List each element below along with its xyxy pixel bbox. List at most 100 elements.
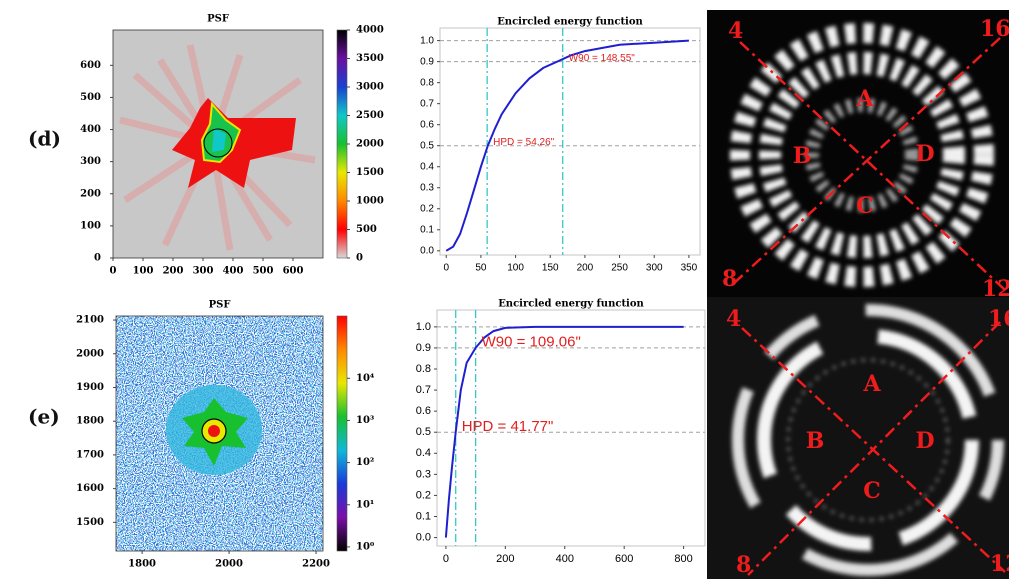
y-tick-label: 0.7 [420,98,434,109]
y-tick-label: 0.0 [416,531,431,543]
diagonal [731,37,1001,286]
x-tick-label: 800 [674,553,692,565]
ee-curve [445,39,689,252]
xray-image [707,10,1009,297]
ring [759,52,965,258]
region-label: B [806,428,825,454]
sector-lines [731,37,1006,576]
colorbar-tick-label: 10⁴ [356,373,375,384]
y-tick-label: 2000 [76,348,104,359]
x-tick-label: 500 [253,266,274,277]
region-label: C [863,478,881,504]
y-tick-label: 0.4 [416,447,431,459]
plot-background [439,27,701,256]
plot-frame [112,29,324,259]
region-label: B [793,143,812,169]
colorbar-tick-label: 3500 [356,53,384,64]
corner-label: 16 [980,16,1009,42]
annotation: HPD = 41.77" [462,418,554,435]
chart-title: Encircled energy function [497,17,643,28]
y-tick-label: 0 [94,253,101,264]
x-tick-label: 100 [507,263,524,274]
y-tick-label: 0.1 [416,510,431,522]
y-tick-label: 500 [80,92,101,103]
x-tick-label: 600 [615,553,633,565]
corner-label: 4 [726,306,741,332]
y-tick-label: 100 [80,220,101,231]
y-tick-label: 0.2 [416,489,431,501]
x-tick-label: 300 [646,263,663,274]
corner-label: 12 [982,276,1009,302]
plot-frame [115,315,324,552]
y-tick-label: 0.6 [416,405,431,417]
colorbar-tick-label: 1500 [356,167,384,178]
y-tick-label: 1600 [76,483,104,494]
hpd-circle [203,128,233,158]
y-tick-label: 0.6 [420,119,434,130]
x-tick-label: 100 [133,266,154,277]
y-tick-label: 0.1 [420,224,434,235]
panel-label: (e) [28,405,60,429]
ring-pattern [730,23,994,287]
corner-label: 8 [722,266,737,292]
chart-title: PSF [207,14,229,25]
x-tick-label: 0 [443,553,449,565]
y-tick-label: 0.3 [416,468,431,480]
colorbar-tick-label: 500 [356,224,377,235]
plot-background [436,309,706,547]
y-tick-label: 600 [80,60,101,71]
ring [805,98,919,212]
corner-label: 8 [736,552,751,578]
y-tick-label: 0.8 [420,77,434,88]
psf-peak [208,425,220,437]
y-tick-label: 2100 [76,315,104,326]
x-tick-label: 2200 [302,559,330,570]
x-tick-label: 350 [681,263,698,274]
corner-label: 16 [988,306,1009,332]
y-tick-label: 0.4 [420,161,434,172]
xray-image [707,297,1009,579]
ring-pattern [732,304,1004,576]
y-tick-label: 0.5 [416,426,431,438]
x-tick-label: 400 [556,553,574,565]
colorbar-tick-label: 1000 [356,196,384,207]
ring [730,23,994,287]
colorbar-tick-label: 2500 [356,110,384,121]
x-tick-label: 300 [193,266,214,277]
annotation: W90 = 109.06" [482,334,581,351]
diagonal [747,321,1001,576]
annotation: HPD = 54.26" [493,137,555,148]
colorbar [336,315,348,552]
colorbar-tick-label: 3000 [356,82,384,93]
region-label: A [862,371,881,397]
y-tick-label: 0.8 [416,363,431,375]
x-tick-label: 50 [475,263,487,274]
y-tick-label: 200 [80,188,101,199]
y-tick-label: 400 [80,124,101,135]
colorbar-tick-label: 10³ [356,415,374,426]
region-label: D [915,428,934,454]
y-tick-label: 1900 [76,382,104,393]
x-tick-label: 2000 [215,559,243,570]
y-tick-label: 300 [80,156,101,167]
ring [757,329,979,551]
diagonal [739,41,1006,291]
region-label: C [856,193,874,219]
chart-title: Encircled energy function [498,299,644,310]
y-tick-label: 0.9 [416,342,431,354]
region-label: A [855,86,874,112]
ee-curve [444,325,684,538]
region-label: D [915,141,934,167]
x-tick-label: 200 [496,553,514,565]
panel-label: (d) [28,127,61,151]
x-tick-label: 600 [283,266,304,277]
y-tick-label: 0.3 [420,182,434,193]
ring [786,358,950,522]
y-tick-label: 0.9 [420,56,434,67]
colorbar-tick-label: 10² [356,457,374,468]
x-tick-label: 0 [110,266,117,277]
y-tick-label: 1800 [76,416,104,427]
x-tick-label: 250 [611,263,628,274]
corner-label: 12 [990,551,1009,577]
